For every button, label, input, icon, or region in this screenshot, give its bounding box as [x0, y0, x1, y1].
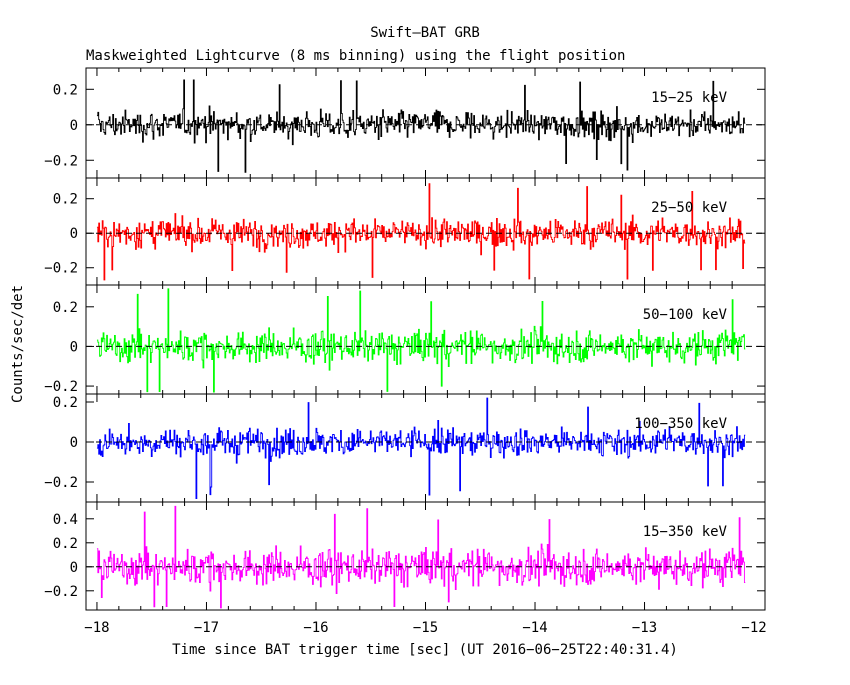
y-tick-label: −0.2: [44, 584, 78, 600]
y-tick-label: 0.2: [53, 395, 78, 411]
y-tick-label: 0.2: [53, 536, 78, 552]
panel-label: 25−50 keV: [651, 200, 727, 216]
y-tick-label: 0: [70, 560, 78, 576]
series-line-3: [96, 288, 746, 393]
y-tick-label: 0.2: [53, 300, 78, 316]
panel-label: 15−350 keV: [643, 524, 728, 540]
chart-subtitle: Maskweighted Lightcurve (8 ms binning) u…: [86, 48, 625, 64]
series-line-4: [96, 397, 746, 500]
y-tick-label: 0.2: [53, 192, 78, 208]
series-line-5: [96, 505, 746, 609]
x-tick-label: −15: [413, 620, 438, 636]
panel-5: −0.2 0 0.2 0.4 15−350 keV: [44, 501, 766, 611]
y-tick-label: 0: [70, 339, 78, 355]
x-tick-label: −12: [741, 620, 766, 636]
panel-2: −0.2 0 0.2 25−50 keV: [44, 177, 766, 286]
chart-title: Swift—BAT GRB: [370, 25, 480, 41]
y-tick-label: −0.2: [44, 261, 78, 277]
x-tick-label: −13: [632, 620, 657, 636]
panel-1: −0.2 0 0.2 15−25 keV: [44, 67, 766, 179]
y-tick-label: 0: [70, 118, 78, 134]
y-axis-label: Counts/sec/det: [10, 285, 26, 403]
y-tick-label: 0: [70, 226, 78, 242]
panel-label: 100−350 keV: [634, 416, 727, 432]
y-tick-label: −0.2: [44, 475, 78, 491]
panel-4: −0.2 0 0.2 100−350 keV: [44, 393, 766, 503]
x-tick-label: −17: [194, 620, 219, 636]
x-axis-label: Time since BAT trigger time [sec] (UT 20…: [172, 642, 678, 658]
y-tick-label: 0: [70, 435, 78, 451]
panel-3: −0.2 0 0.2 50−100 keV: [44, 284, 766, 395]
panel-label: 15−25 keV: [651, 90, 727, 106]
x-tick-label: −14: [522, 620, 547, 636]
y-tick-label: 0.2: [53, 82, 78, 98]
panels-group: −0.2 0 0.2 15−25 keV −0.2 0 0.2 25−50 keV −0.2 0 0…: [44, 67, 767, 636]
y-tick-label: 0.4: [53, 512, 78, 528]
x-tick-label: −16: [303, 620, 328, 636]
panel-frame: [85, 393, 766, 503]
y-tick-label: −0.2: [44, 153, 78, 169]
series-line-1: [96, 79, 746, 173]
panel-label: 50−100 keV: [643, 307, 728, 323]
y-tick-label: −0.2: [44, 379, 78, 395]
series-line-2: [96, 183, 746, 281]
x-tick-label: −18: [84, 620, 109, 636]
